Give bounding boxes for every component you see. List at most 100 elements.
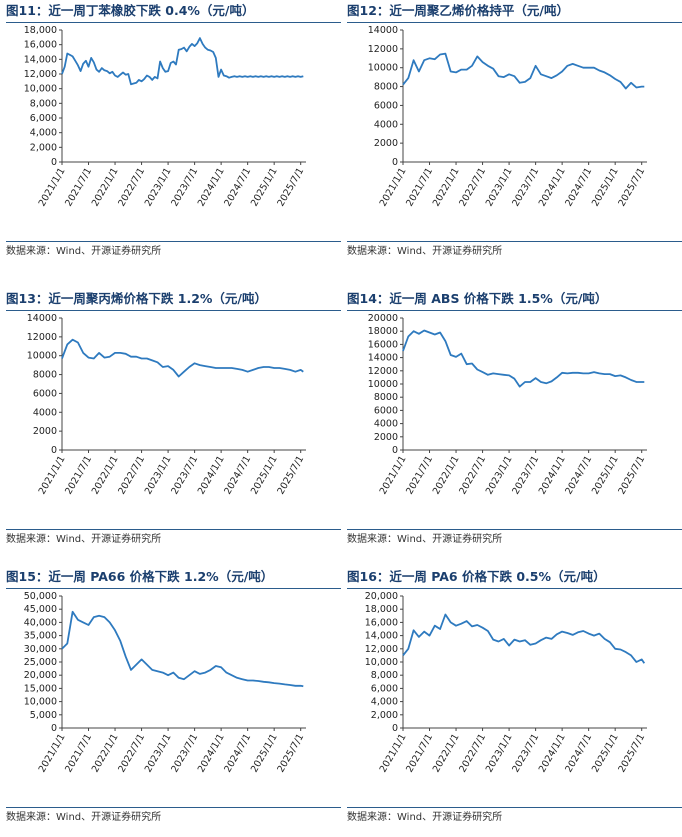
- source-note: 数据来源：Wind、开源证券研究所: [347, 534, 503, 545]
- y-tick-label: 8,000: [30, 98, 57, 109]
- y-tick-label: 6000: [33, 388, 57, 399]
- y-tick-label: 0: [51, 157, 57, 168]
- source-rule: [6, 241, 341, 242]
- x-tick-label: 2025/7/1: [616, 454, 647, 496]
- y-tick-label: 20,000: [365, 591, 398, 602]
- y-tick-label: 8000: [33, 370, 57, 381]
- line-chart: 020004000600080001000012000140002021/1/1…: [27, 313, 307, 496]
- chart-title: 图14：近一周 ABS 价格下跌 1.5%（元/吨）: [347, 291, 608, 306]
- x-tick-label: 2025/7/1: [616, 166, 647, 208]
- y-tick-label: 2000: [33, 426, 57, 437]
- title-rule: [6, 310, 341, 311]
- y-tick-label: 14000: [27, 313, 57, 324]
- line-chart: 0 2,000 4,000 6,000 8,000 10,000 12,000 14,000 1…: [365, 591, 648, 774]
- x-tick-label: 2025/7/1: [275, 732, 306, 774]
- source-note: 数据来源：Wind、开源证券研究所: [6, 534, 162, 545]
- y-tick-label: 8000: [374, 392, 398, 403]
- y-tick-label: 10,000: [365, 657, 398, 668]
- y-tick-label: 18000: [368, 326, 398, 337]
- y-tick-label: 4000: [33, 407, 57, 418]
- x-tick-label: 2025/7/1: [275, 166, 306, 208]
- chart-title: 图15：近一周 PA66 价格下跌 1.2%（元/吨）: [6, 569, 274, 584]
- y-tick-label: 4,000: [371, 697, 398, 708]
- y-tick-label: 16000: [368, 339, 398, 350]
- y-tick-label: 18,000: [24, 25, 57, 36]
- y-tick-label: 4,000: [30, 128, 57, 139]
- y-tick-label: 20,000: [24, 670, 57, 681]
- series-line: [402, 613, 646, 664]
- y-tick-label: 8000: [374, 82, 398, 93]
- series-line: [402, 52, 645, 90]
- y-tick-label: 16,000: [365, 617, 398, 628]
- y-tick-label: 2000: [374, 432, 398, 443]
- y-tick-label: 8,000: [371, 670, 398, 681]
- source-note: 数据来源：Wind、开源证券研究所: [6, 812, 162, 823]
- y-tick-label: 4000: [374, 119, 398, 130]
- y-tick-label: 10000: [27, 351, 57, 362]
- y-tick-label: 10,000: [24, 697, 57, 708]
- y-tick-label: 14000: [368, 353, 398, 364]
- y-tick-label: 5,000: [30, 710, 57, 721]
- y-tick-label: 25,000: [24, 657, 57, 668]
- y-tick-label: 16,000: [24, 40, 57, 51]
- y-tick-label: 15,000: [24, 683, 57, 694]
- title-rule: [347, 22, 682, 23]
- source-note: 数据来源：Wind、开源证券研究所: [347, 246, 503, 257]
- y-tick-label: 10,000: [24, 84, 57, 95]
- source-rule: [6, 529, 341, 530]
- y-tick-label: 12000: [27, 332, 57, 343]
- series-line: [61, 37, 304, 86]
- title-rule: [6, 22, 341, 23]
- y-tick-label: 0: [51, 723, 57, 734]
- chart-panel-15: 图15：近一周 PA66 价格下跌 1.2%（元/吨） 0 5,000 10,000…: [6, 566, 341, 836]
- x-tick-label: 2025/7/1: [616, 732, 647, 774]
- y-tick-label: 40,000: [24, 617, 57, 628]
- chart-title: 图16：近一周 PA6 价格下跌 0.5%（元/吨）: [347, 569, 606, 584]
- chart-panel-12: 图12：近一周聚乙烯价格持平（元/吨） 0 2000 4000 6000 8000 100…: [347, 0, 682, 270]
- y-tick-label: 0: [51, 445, 57, 456]
- y-tick-label: 0: [392, 157, 398, 168]
- chart-panel-13: 图13：近一周聚丙烯价格下跌 1.2%（元/吨） 0 2000 4000 6000 80…: [6, 288, 341, 558]
- y-tick-label: 6000: [374, 100, 398, 111]
- y-tick-label: 14,000: [24, 54, 57, 65]
- line-chart: 0 2,000 4,000 6,000 8,000 10,000 12,000 14,000 1…: [24, 25, 307, 208]
- chart-panel-16: 图16：近一周 PA6 价格下跌 0.5%（元/吨） 0 2,000 4,000 6,…: [347, 566, 682, 836]
- source-rule: [347, 529, 682, 530]
- y-tick-label: 0: [392, 445, 398, 456]
- chart-title: 图11：近一周丁苯橡胶下跌 0.4%（元/吨）: [6, 3, 255, 18]
- series-line: [61, 338, 304, 378]
- y-tick-label: 14000: [368, 25, 398, 36]
- y-tick-label: 18,000: [365, 604, 398, 615]
- source-rule: [6, 807, 341, 808]
- title-rule: [347, 588, 682, 589]
- y-tick-label: 12000: [368, 44, 398, 55]
- y-tick-label: 30,000: [24, 644, 57, 655]
- source-note: 数据来源：Wind、开源证券研究所: [347, 812, 503, 823]
- series-line: [402, 329, 645, 388]
- y-tick-label: 35,000: [24, 631, 57, 642]
- y-tick-label: 6000: [374, 405, 398, 416]
- line-chart: 020004000600080001000012000140002021/1/1…: [368, 25, 648, 208]
- x-tick-label: 2025/7/1: [275, 454, 306, 496]
- chart-panel-14: 图14：近一周 ABS 价格下跌 1.5%（元/吨） 0 2000 4000 6000…: [347, 288, 682, 558]
- y-tick-label: 10000: [368, 63, 398, 74]
- title-rule: [347, 310, 682, 311]
- source-rule: [347, 241, 682, 242]
- y-tick-label: 6,000: [371, 683, 398, 694]
- chart-title: 图12：近一周聚乙烯价格持平（元/吨）: [347, 3, 569, 18]
- y-tick-label: 2000: [374, 138, 398, 149]
- y-tick-label: 10000: [368, 379, 398, 390]
- y-tick-label: 2,000: [30, 142, 57, 153]
- chart-title: 图13：近一周聚丙烯价格下跌 1.2%（元/吨）: [6, 291, 267, 306]
- chart-panel-11: 图11：近一周丁苯橡胶下跌 0.4%（元/吨） 0 2,000 4,000 6,000…: [6, 0, 341, 270]
- line-chart: 0 5,000 10,000 15,000 20,000 25,000 30,000 35,0…: [24, 591, 307, 774]
- y-tick-label: 12000: [368, 366, 398, 377]
- source-rule: [347, 807, 682, 808]
- y-tick-label: 50,000: [24, 591, 57, 602]
- y-tick-label: 4000: [374, 419, 398, 430]
- y-tick-label: 45,000: [24, 604, 57, 615]
- y-tick-label: 0: [392, 723, 398, 734]
- source-note: 数据来源：Wind、开源证券研究所: [6, 246, 162, 257]
- line-chart: 0 2000 4000 6000 8000 10000 12000 14000 16000 180…: [368, 313, 648, 496]
- title-rule: [6, 588, 341, 589]
